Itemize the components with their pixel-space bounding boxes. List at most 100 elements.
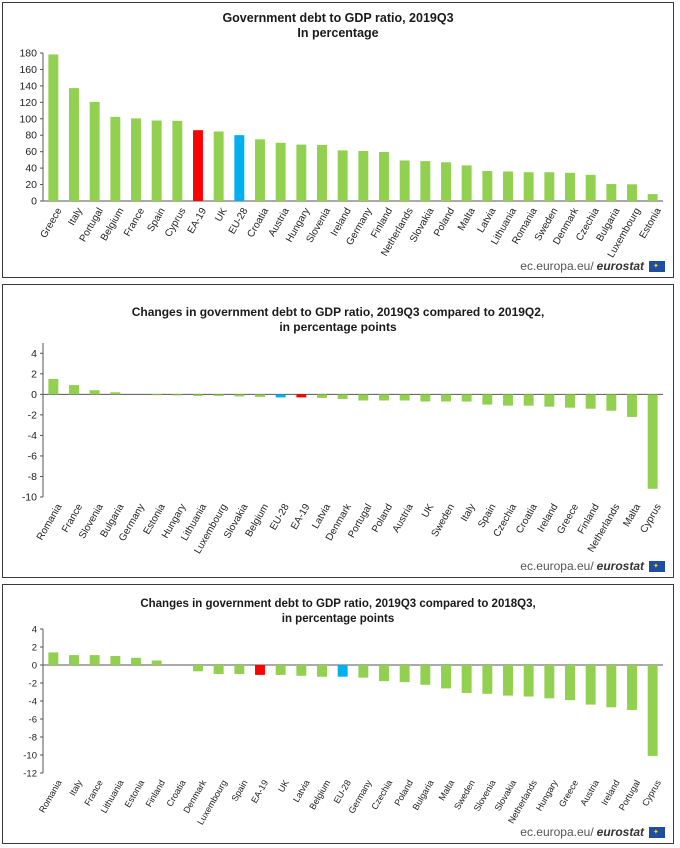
bar-czechia	[585, 174, 596, 201]
bar-germany	[358, 665, 369, 678]
y-tick-label: -8	[29, 733, 37, 744]
bar-portugal	[358, 394, 369, 401]
bar-malta	[461, 165, 472, 201]
chart-title-line-1: Changes in government debt to GDP ratio,…	[131, 305, 545, 319]
x-tick-label: Greece	[557, 778, 580, 809]
bar-eu-28	[337, 665, 348, 677]
bar-croatia	[523, 394, 534, 406]
x-tick-label: UK	[276, 778, 291, 794]
y-tick-label: 2	[32, 643, 37, 654]
y-tick-label: -10	[23, 751, 37, 762]
bar-spain	[482, 394, 493, 405]
chart-panel-quarterly-change: Changes in government debt to GDP ratio,…	[2, 284, 674, 578]
x-tick-label: Malta	[437, 778, 457, 802]
y-tick-label: 4	[32, 625, 37, 636]
bar-romania	[48, 378, 59, 395]
bar-austria	[399, 394, 410, 401]
x-tick-label: UK	[213, 206, 230, 224]
y-tick-label: -2	[29, 679, 37, 690]
source-brand: eurostat	[596, 559, 644, 573]
x-tick-label: EU-28	[332, 778, 353, 805]
chart-title-line-1: Government debt to GDP ratio, 2019Q3	[222, 11, 454, 25]
source-url: ec.europa.eu/	[520, 259, 594, 273]
bar-italy	[69, 655, 79, 665]
x-tick-label: France	[122, 206, 147, 239]
bar-slovenia	[317, 144, 327, 201]
x-tick-label: EA-19	[249, 778, 270, 805]
bar-denmark	[565, 172, 575, 201]
bar-finland	[585, 394, 596, 409]
chart-title: Changes in government debt to GDP ratio,…	[3, 597, 673, 627]
x-tick-label: UK	[420, 502, 437, 520]
bar-denmark	[337, 394, 348, 399]
bar-luxembourg	[213, 394, 224, 396]
bar-ireland	[606, 665, 617, 708]
bar-lithuania	[503, 171, 513, 201]
chart-title-line-1: Changes in government debt to GDP ratio,…	[140, 598, 536, 610]
bar-luxembourg	[213, 665, 224, 674]
bar-ea-19	[255, 665, 265, 675]
y-tick-label: 120	[19, 97, 37, 109]
bar-bulgaria	[420, 665, 431, 685]
x-tick-label: Greece	[39, 206, 65, 240]
x-tick-label: EU-28	[268, 502, 292, 532]
bar-france	[89, 655, 100, 665]
bar-italy	[461, 394, 472, 402]
y-tick-label: -12	[23, 769, 37, 780]
bar-slovakia	[420, 161, 431, 201]
bar-finland	[151, 660, 162, 665]
x-tick-label: Cyprus	[638, 502, 663, 535]
bar-netherlands	[399, 160, 410, 201]
bar-malta	[441, 665, 451, 689]
bar-czechia	[379, 665, 389, 682]
bar-estonia	[131, 657, 141, 665]
x-tick-label: Malta	[621, 502, 643, 529]
bar-poland	[379, 394, 389, 401]
bar-belgium	[110, 116, 121, 201]
bar-slovenia	[482, 665, 493, 694]
x-tick-label: Croatia	[514, 502, 540, 536]
x-tick-label: Italy	[67, 778, 84, 798]
bar-ea-19	[193, 130, 203, 201]
x-tick-label: Estonia	[123, 778, 147, 809]
bar-greece	[48, 54, 59, 202]
y-tick-label: 4	[31, 348, 37, 360]
bar-ireland	[544, 394, 555, 407]
chart-title: Changes in government debt to GDP ratio,…	[3, 305, 673, 335]
bar-finland	[379, 151, 389, 201]
x-tick-label: Austria	[391, 502, 416, 535]
bar-latvia	[317, 394, 327, 398]
chart-title: Government debt to GDP ratio, 2019Q3 In …	[3, 11, 673, 41]
bar-slovakia	[234, 394, 245, 397]
bar-uk	[420, 394, 431, 402]
y-tick-label: 0	[31, 196, 37, 208]
bar-poland	[441, 162, 451, 201]
bar-bulgaria	[110, 392, 121, 395]
bar-italy	[69, 88, 79, 201]
y-tick-label: 0	[32, 661, 37, 672]
bar-cyprus	[647, 394, 658, 489]
bar-latvia	[482, 170, 493, 201]
bar-romania	[523, 172, 534, 201]
bar-estonia	[151, 394, 162, 396]
y-tick-label: 20	[25, 179, 37, 191]
x-tick-label: Ireland	[599, 778, 621, 807]
bar-uk	[275, 665, 286, 675]
x-tick-label: Latvia	[291, 778, 312, 804]
bar-portugal	[627, 665, 637, 710]
y-tick-label: -10	[22, 492, 37, 504]
x-tick-label: Italy	[459, 502, 478, 523]
y-tick-label: -8	[28, 471, 37, 483]
bar-malta	[627, 394, 637, 417]
x-tick-label: Malta	[456, 206, 478, 233]
bar-uk	[213, 131, 224, 201]
x-tick-label: Spain	[229, 778, 249, 803]
bar-france	[69, 385, 79, 395]
bar-hungary	[544, 665, 555, 699]
chart-title-line-2: In percentage	[297, 26, 379, 40]
source-credit: ec.europa.eu/eurostat	[520, 825, 665, 839]
x-tick-label: Finland	[144, 778, 167, 809]
bar-netherlands	[606, 394, 617, 411]
